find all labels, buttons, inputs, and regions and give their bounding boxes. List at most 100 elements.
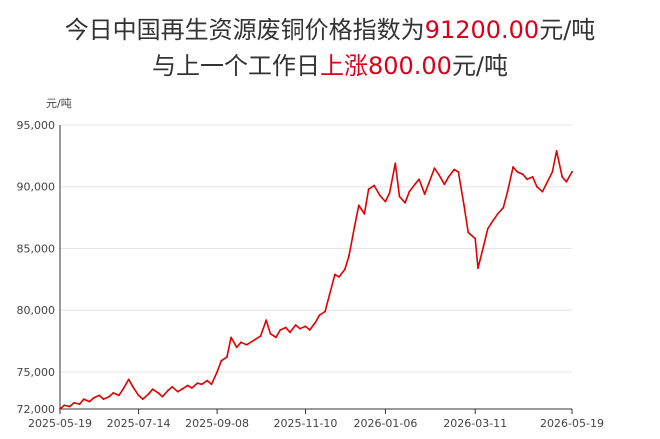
data-point: [294, 324, 297, 326]
data-point: [161, 395, 164, 398]
data-point: [137, 394, 140, 397]
series-layer: [59, 150, 573, 410]
data-point: [304, 325, 307, 328]
title-change-value: 上涨800.00: [319, 52, 452, 80]
data-point: [73, 401, 75, 404]
data-point: [388, 192, 391, 194]
y-tick-label: 85,000: [17, 242, 56, 255]
data-point: [404, 201, 406, 204]
data-point: [299, 327, 301, 330]
data-point: [279, 329, 282, 331]
data-point: [433, 167, 436, 170]
data-point: [394, 162, 397, 165]
data-point: [492, 219, 495, 222]
data-point: [235, 346, 238, 349]
data-point: [240, 341, 242, 344]
data-point: [541, 190, 544, 193]
data-point: [127, 378, 130, 381]
data-point: [477, 267, 479, 270]
data-point: [245, 343, 248, 346]
title-change-unit: 元/吨: [451, 52, 509, 80]
x-axis-tick-labels: 2025-05-19 2025-07-14 2025-09-08 2025-11-10…: [28, 417, 604, 430]
data-point: [191, 387, 193, 389]
data-point: [526, 178, 528, 181]
data-point: [181, 388, 183, 391]
data-point: [506, 190, 509, 193]
data-point: [348, 255, 350, 257]
data-point: [408, 190, 411, 193]
data-point: [423, 193, 426, 196]
data-point: [398, 195, 401, 198]
data-point: [275, 336, 277, 339]
data-point: [467, 231, 470, 234]
data-point: [457, 171, 460, 173]
data-point: [216, 371, 219, 373]
title-price-value: 91200.00: [424, 16, 540, 44]
data-point: [496, 213, 499, 215]
data-point: [318, 314, 321, 317]
data-point: [176, 390, 179, 393]
data-point: [486, 227, 489, 230]
data-point: [571, 171, 573, 173]
title-change-prefix: 与上一个工作日: [151, 52, 320, 80]
data-point: [59, 408, 61, 410]
data-point: [157, 392, 160, 394]
data-point: [284, 326, 287, 329]
data-point: [357, 204, 360, 207]
data-point: [373, 184, 376, 187]
data-point: [92, 397, 95, 399]
data-point: [338, 276, 340, 278]
data-point: [98, 394, 101, 397]
data-point: [516, 171, 519, 173]
y-axis-unit-label: 元/吨: [46, 97, 72, 110]
data-point: [269, 332, 272, 335]
data-point: [132, 385, 134, 388]
x-tick-label: 2025-05-19: [28, 417, 92, 430]
data-point: [68, 405, 71, 408]
data-point: [561, 176, 564, 178]
data-point: [167, 389, 169, 392]
data-point: [437, 173, 440, 176]
x-tick-label: 2026-01-06: [353, 417, 417, 430]
data-point: [210, 383, 213, 386]
data-point: [428, 182, 430, 184]
data-point: [353, 225, 356, 228]
data-point: [378, 194, 381, 197]
data-point: [122, 388, 124, 391]
data-point: [259, 335, 262, 337]
data-point: [531, 176, 534, 178]
data-point: [418, 178, 420, 181]
data-point: [343, 268, 346, 271]
y-tick-label: 72,000: [17, 403, 56, 416]
data-point: [230, 336, 233, 339]
data-point: [324, 310, 326, 313]
data-point: [151, 388, 154, 391]
data-point: [186, 384, 189, 387]
axes: [59, 125, 573, 414]
data-point: [108, 395, 110, 398]
data-point: [118, 394, 120, 397]
x-tick-label: 2026-05-19: [540, 417, 604, 430]
chart-title-block: 今日中国再生资源废铜价格指数为91200.00元/吨 与上一个工作日上涨800.…: [0, 12, 660, 84]
data-point: [474, 237, 477, 240]
data-point: [328, 294, 331, 297]
data-point: [200, 383, 203, 386]
data-point: [78, 403, 81, 405]
data-point: [334, 273, 336, 276]
data-point: [545, 182, 548, 184]
title-price-unit: 元/吨: [539, 16, 596, 44]
x-tick-label: 2025-11-10: [274, 417, 338, 430]
data-point: [512, 166, 514, 168]
data-point: [443, 183, 446, 186]
data-point: [463, 204, 465, 207]
x-tick-label: 2025-07-14: [107, 417, 171, 430]
x-tick-label: 2026-03-11: [443, 417, 507, 430]
chart-title-line-2: 与上一个工作日上涨800.00元/吨: [0, 48, 660, 84]
y-tick-label: 90,000: [17, 181, 56, 194]
data-point: [363, 213, 366, 215]
data-point: [414, 183, 416, 186]
data-point: [206, 379, 209, 382]
data-point: [63, 404, 66, 407]
data-point: [112, 392, 115, 394]
data-point: [536, 185, 538, 188]
